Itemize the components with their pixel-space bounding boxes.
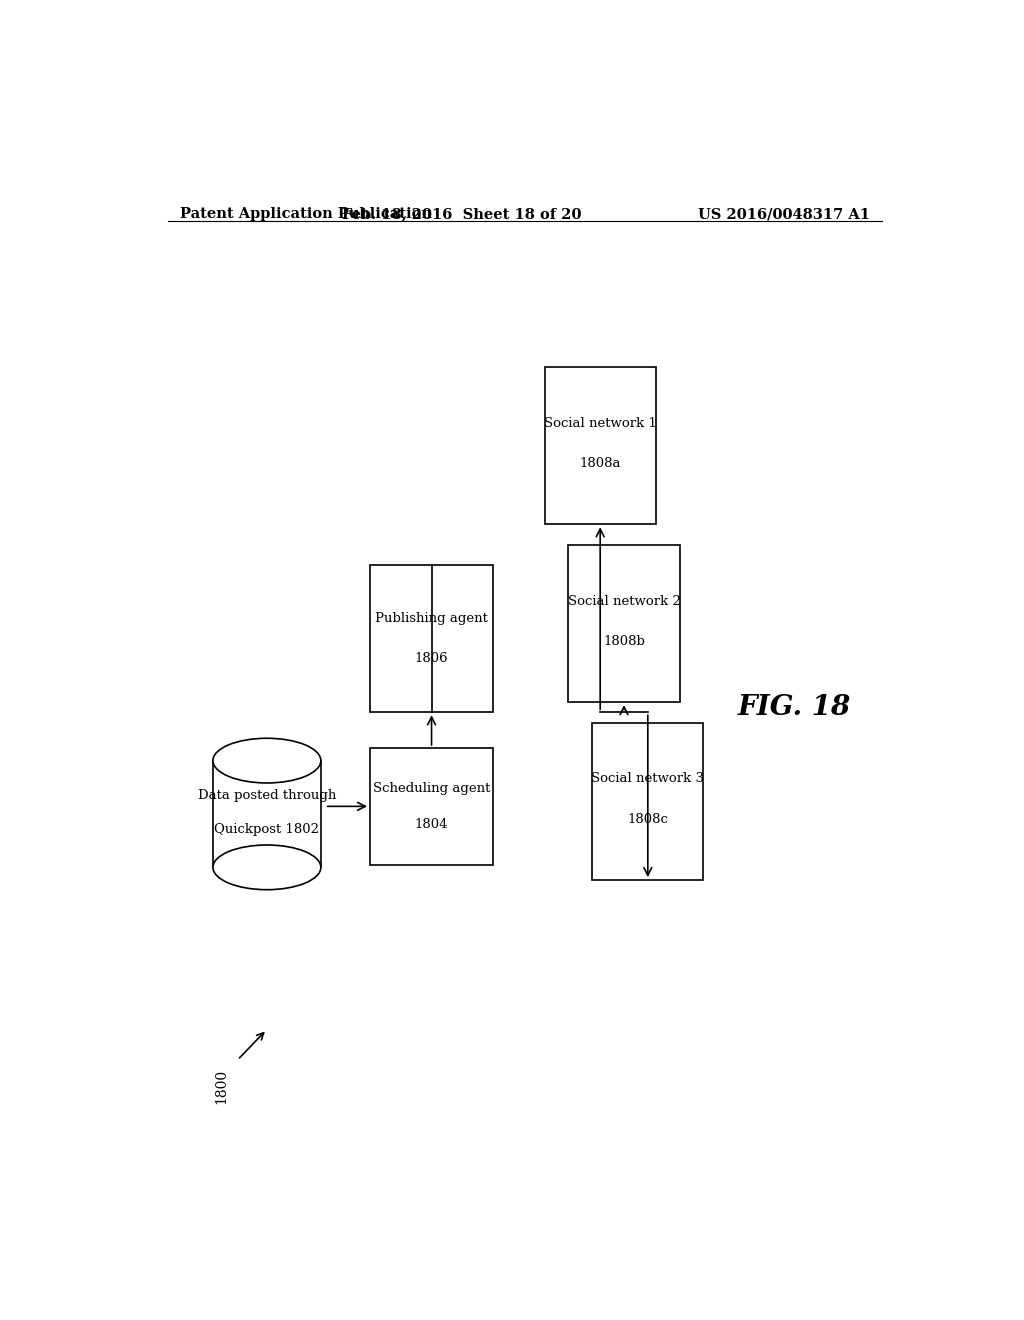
Bar: [568, 545, 680, 702]
Text: Patent Application Publication: Patent Application Publication: [179, 207, 431, 222]
Text: US 2016/0048317 A1: US 2016/0048317 A1: [698, 207, 870, 222]
Text: 1800: 1800: [215, 1069, 228, 1105]
Text: 1808b: 1808b: [603, 635, 645, 648]
Ellipse shape: [213, 845, 321, 890]
Text: Quickpost 1802: Quickpost 1802: [214, 822, 319, 836]
Bar: [370, 565, 494, 713]
Text: 1806: 1806: [415, 652, 449, 665]
Bar: [370, 748, 494, 865]
Text: 1804: 1804: [415, 818, 449, 832]
Text: FIG. 18: FIG. 18: [738, 694, 851, 721]
Text: 1808a: 1808a: [580, 457, 621, 470]
Text: Publishing agent: Publishing agent: [375, 612, 488, 624]
Bar: [592, 722, 703, 880]
Text: Social network 2: Social network 2: [567, 594, 680, 607]
Text: 1808c: 1808c: [628, 813, 669, 826]
Bar: [545, 367, 655, 524]
Text: Feb. 18, 2016  Sheet 18 of 20: Feb. 18, 2016 Sheet 18 of 20: [342, 207, 581, 222]
Ellipse shape: [213, 738, 321, 783]
Text: Scheduling agent: Scheduling agent: [373, 781, 490, 795]
Text: Social network 3: Social network 3: [591, 772, 705, 785]
Text: Social network 1: Social network 1: [544, 417, 656, 430]
Bar: [213, 760, 321, 867]
Text: Data posted through: Data posted through: [198, 789, 336, 803]
